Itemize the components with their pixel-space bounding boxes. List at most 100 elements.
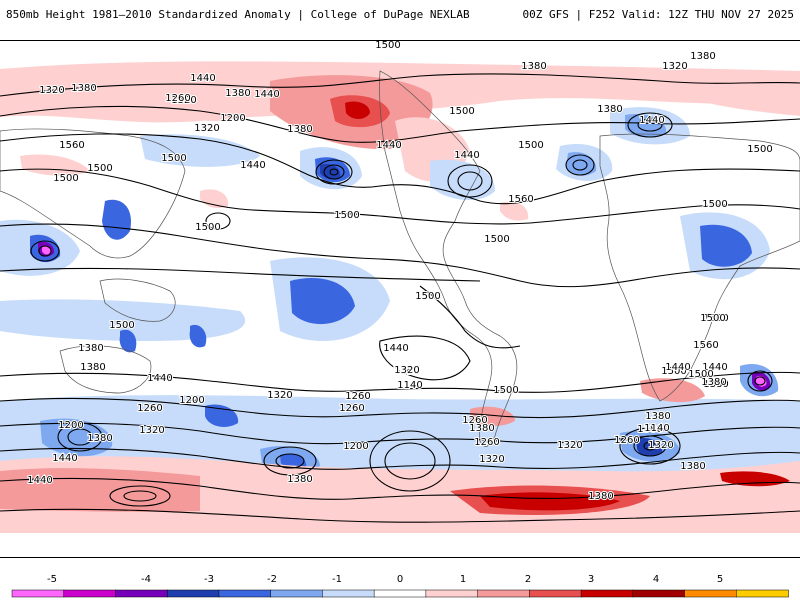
- height-contour-label: 1260: [614, 435, 639, 446]
- height-contour-label: 1260: [137, 403, 162, 414]
- height-contour-label: 1320: [648, 440, 673, 451]
- height-contour-label: 1500: [195, 222, 220, 233]
- colorbar-band: [373, 589, 427, 598]
- height-contour-label: 1380: [690, 51, 715, 62]
- colorbar-tick-labels: -5 -4 -3 -2 -1 0 1 2 3 4 5: [47, 574, 723, 585]
- height-contour-label: 1500: [493, 385, 518, 396]
- height-contour-label: 1500: [415, 291, 440, 302]
- height-contour-label: 1260: [165, 93, 190, 104]
- height-contour-label: 1440: [383, 343, 408, 354]
- height-contour-label: 1320: [171, 95, 196, 106]
- height-contour-label: 1380: [71, 83, 96, 94]
- height-contour-label: 1260: [339, 403, 364, 414]
- height-contour-label: 1380: [588, 491, 613, 502]
- height-contour-label: 1500: [688, 369, 713, 380]
- map-canvas: 1500144014401380132013801320138014401320…: [0, 41, 800, 557]
- map-title: 850mb Height 1981–2010 Standardized Anom…: [6, 8, 470, 21]
- height-contour-label: 1260: [474, 437, 499, 448]
- colorbar-band: [270, 589, 324, 598]
- model-run-valid-time: 00Z GFS | F252 Valid: 12Z THU NOV 27 202…: [522, 8, 794, 21]
- height-contour-label: 1500: [449, 106, 474, 117]
- colorbar-band: [322, 589, 375, 598]
- height-contour-label: 1500: [702, 199, 727, 210]
- colorbar-tick-label: -2: [267, 574, 277, 585]
- height-contour-label: 1260: [345, 391, 370, 402]
- height-contour-label: 1500: [161, 153, 186, 164]
- height-contour-label: 1500: [109, 320, 134, 331]
- height-contour-label: 1500: [334, 210, 359, 221]
- height-contour-label: 1320: [557, 440, 582, 451]
- colorbar-band: [580, 589, 634, 598]
- height-contour-label: 1380: [521, 61, 546, 72]
- colorbar-tick-label: 1: [460, 574, 466, 585]
- height-contour-label: 1440: [147, 373, 172, 384]
- height-contour-label: 1320: [194, 123, 219, 134]
- height-contour-label: 1200: [220, 113, 245, 124]
- anomaly-colorbar: -5 -4 -3 -2 -1 0 1 2 3 4 5: [0, 568, 800, 600]
- height-contour-label: 1320: [179, 395, 204, 406]
- height-contour-label: 1320: [394, 366, 419, 377]
- height-contour-label: 1260: [462, 415, 487, 426]
- height-contour-label: 1140: [644, 423, 669, 434]
- height-contour-label: 1560: [508, 194, 533, 205]
- height-contour-label: 1440: [240, 160, 265, 171]
- colorbar-band: [425, 589, 479, 598]
- colorbar-tick-label: -5: [47, 574, 57, 585]
- height-contour-label: 1380: [701, 377, 726, 388]
- colorbar-tick-label: -3: [204, 574, 214, 585]
- colorbar-band: [632, 589, 686, 598]
- height-contour-label: 1500: [661, 366, 686, 377]
- colorbar-tick-label: 4: [653, 574, 659, 585]
- height-contour-label: 1500: [700, 313, 725, 324]
- height-contour-label: 1500: [53, 173, 78, 184]
- height-contour-label: 1320: [662, 61, 687, 72]
- height-contour-label: 1440: [665, 362, 690, 373]
- height-contour-label: 1380: [287, 474, 312, 485]
- height-contour-label: 1320: [394, 365, 419, 376]
- southern-anomaly-shading: [0, 363, 800, 557]
- height-contour-label: 1440: [702, 362, 727, 373]
- colorbar-band: [218, 589, 272, 598]
- height-contour-label: 1500: [484, 234, 509, 245]
- colorbar-band: [11, 589, 65, 598]
- height-contour-label: 1500: [747, 144, 772, 155]
- height-contour-label: 1440: [454, 150, 479, 161]
- colorbar-band: [166, 589, 220, 598]
- height-contour-label: 1320: [479, 454, 504, 465]
- height-contour-label: 1500: [703, 313, 728, 324]
- colorbar-tick-label: 5: [717, 574, 723, 585]
- height-contour-label: 1380: [287, 124, 312, 135]
- colorbar-bands: [11, 589, 789, 598]
- colorbar-band: [736, 589, 789, 598]
- height-contour-label: 1440: [27, 475, 52, 486]
- height-contour-label: 1320: [39, 85, 64, 96]
- height-contour-label: 1560: [59, 140, 84, 151]
- height-contour-label: 1380: [637, 424, 662, 435]
- continent-outlines: [0, 70, 800, 447]
- height-contour-label: 1380: [225, 88, 250, 99]
- height-contour-label: 1380: [645, 411, 670, 422]
- height-contour-label: 1200: [179, 395, 204, 406]
- height-contour-label: 1440: [190, 73, 215, 84]
- height-contour-label: 1380: [680, 461, 705, 472]
- colorbar-band: [529, 589, 582, 598]
- header: 850mb Height 1981–2010 Standardized Anom…: [0, 0, 800, 30]
- colorbar-band: [477, 589, 531, 598]
- height-contour-label: 1380: [597, 104, 622, 115]
- height-contour-label: 1440: [376, 140, 401, 151]
- height-contour-label: 1200: [58, 420, 83, 431]
- colorbar-tick-label: -1: [332, 574, 342, 585]
- colorbar-band: [115, 589, 168, 598]
- colorbar-band: [684, 589, 738, 598]
- colorbar-tick-label: 2: [525, 574, 531, 585]
- height-contour-labels: 1500144014401380132013801320138014401320…: [26, 41, 773, 503]
- height-contour-label: 1200: [343, 441, 368, 452]
- height-contour-label: 1380: [393, 365, 418, 376]
- colorbar-tick-label: 3: [588, 574, 594, 585]
- height-contour-label: 1500: [375, 41, 400, 51]
- height-contour-label: 1560: [693, 340, 718, 351]
- height-contour-label: 1380: [703, 379, 728, 390]
- height-contour-label: 1440: [549, 41, 574, 43]
- anomaly-map: 1500144014401380132013801320138014401320…: [0, 40, 800, 558]
- height-contour-label: 1380: [87, 433, 112, 444]
